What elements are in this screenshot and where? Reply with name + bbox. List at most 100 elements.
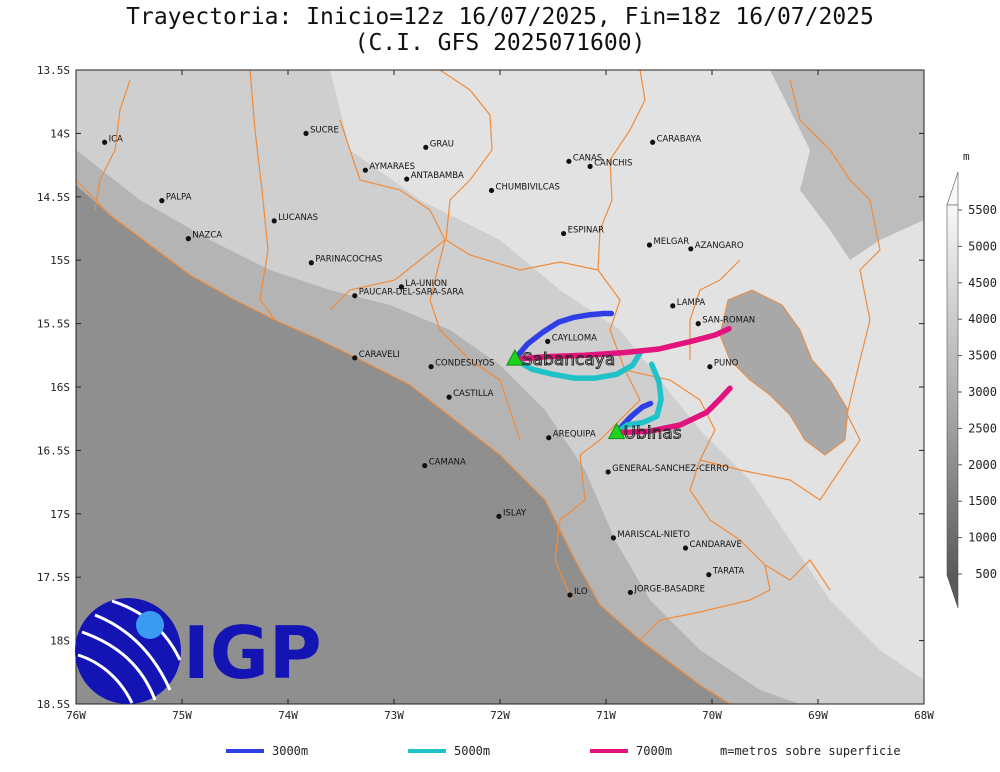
x-tick-label: 72W xyxy=(490,709,510,722)
volcano-label: Sabancaya xyxy=(522,350,615,370)
colorbar: 500 1000 1500 2000 2500 3000 3500 4000 4500 5000 5… xyxy=(946,171,997,609)
city-dot xyxy=(706,572,712,578)
colorbar-label: 5000 xyxy=(968,239,997,253)
altiplano xyxy=(330,70,924,680)
x-tick-label: 71W xyxy=(596,709,616,722)
city-label: CANAS xyxy=(573,153,602,163)
map-title: Trayectoria: Inicio=12z 16/07/2025, Fin=… xyxy=(0,4,1000,56)
x-tick-label: 69W xyxy=(808,709,828,722)
city-label: MELGAR xyxy=(653,237,689,247)
logo-text: IGP xyxy=(183,611,322,695)
city-label: NAZCA xyxy=(192,231,222,241)
trajectory-line xyxy=(613,361,664,436)
city-label: ILO xyxy=(574,587,588,597)
igp-logo: IGP xyxy=(75,598,322,704)
city-label: CASTILLA xyxy=(453,389,494,399)
city-dot xyxy=(695,321,701,327)
colorbar-label: 2500 xyxy=(968,421,997,435)
legend-units-note: m=metros sobre superficie xyxy=(720,744,901,758)
colorbar-top-cap xyxy=(946,171,959,206)
y-tick-label: 16S xyxy=(50,381,70,394)
city-label: JORGE-BASADRE xyxy=(633,584,705,594)
colorbar-body xyxy=(946,204,959,576)
city-label: PARINACOCHAS xyxy=(315,255,382,265)
city-dot xyxy=(423,144,429,150)
trajectory-line xyxy=(512,325,732,362)
y-tick-label: 18.5S xyxy=(37,698,70,711)
colorbar-label: 500 xyxy=(975,567,997,581)
x-tick-label: 74W xyxy=(278,709,298,722)
city-label: LA-UNION xyxy=(405,279,447,289)
city-label: CARAVELI xyxy=(359,350,400,360)
y-tick-label: 18S xyxy=(50,635,70,648)
city-label: CONDESUYOS xyxy=(435,359,494,369)
city-label: AREQUIPA xyxy=(553,430,596,440)
trajectory-line xyxy=(512,348,644,381)
city-dot xyxy=(682,545,689,551)
city-dot xyxy=(688,246,694,252)
legend-label-5000m: 5000m xyxy=(454,744,491,758)
city-dot xyxy=(670,303,676,309)
city-label: ANTABAMBA xyxy=(411,171,464,181)
boundary-lines xyxy=(76,70,881,704)
title-line-1: Trayectoria: Inicio=12z 16/07/2025, Fin=… xyxy=(126,4,874,30)
city-dot xyxy=(496,513,502,519)
colorbar-label: 4000 xyxy=(968,312,997,326)
y-tick-label: 14S xyxy=(50,127,70,140)
city-dot xyxy=(546,435,552,441)
city-dot xyxy=(352,293,358,299)
city-label: CANCHIS xyxy=(594,158,632,168)
city-label: TARATA xyxy=(712,567,745,577)
city-dot xyxy=(102,139,108,145)
city-dot xyxy=(303,130,309,136)
colorbar-label: 4500 xyxy=(968,276,997,290)
city-label: PAUCAR-DEL-SARA-SARA xyxy=(359,288,464,298)
city-dot xyxy=(362,167,368,173)
colorbar-label: 5500 xyxy=(968,203,997,217)
city-dot xyxy=(605,469,611,475)
colorbar-label: 1500 xyxy=(968,494,997,508)
city-dot xyxy=(561,230,567,237)
city-label: MARISCAL-NIETO xyxy=(617,530,690,540)
city-label: CHUMBIVILCAS xyxy=(496,182,560,192)
city-dot xyxy=(446,394,452,400)
city-dot xyxy=(308,260,314,266)
volcano-marker xyxy=(506,349,524,366)
city-label: ESPINAR xyxy=(568,226,605,236)
y-tick-label: 15S xyxy=(50,254,70,267)
trajectory-line xyxy=(613,385,733,436)
legend-swatch-5000m xyxy=(408,749,446,753)
city-dot xyxy=(271,218,277,224)
city-label: LUCANAS xyxy=(278,213,318,223)
legend-item-3000m: 3000m xyxy=(226,738,308,764)
city-dot xyxy=(185,236,191,242)
city-label: CARABAYA xyxy=(657,134,702,144)
city-label: AYMARAES xyxy=(369,162,415,172)
legend-swatch-3000m xyxy=(226,749,264,753)
lake-titicaca xyxy=(719,289,849,456)
city-dot xyxy=(352,355,358,361)
city-label: PALPA xyxy=(166,193,192,203)
logo-globe xyxy=(75,598,181,704)
logo-globe-highlight xyxy=(136,611,164,639)
colorbar-bottom-cap xyxy=(946,574,959,609)
city-dot xyxy=(707,364,713,370)
city-dot xyxy=(610,535,617,541)
city-label: ISLAY xyxy=(503,508,527,518)
colorbar-label: 1000 xyxy=(968,531,997,545)
x-tick-label: 75W xyxy=(172,709,192,722)
x-tick-label: 68W xyxy=(914,709,934,722)
city-label: ICA xyxy=(109,134,123,144)
city-label: AZANGARO xyxy=(695,241,744,251)
colorbar-unit: m xyxy=(963,150,970,163)
colorbar-label: 3500 xyxy=(968,349,997,363)
city-dot xyxy=(398,284,405,290)
city-dot xyxy=(627,589,633,596)
city-label: SUCRE xyxy=(310,125,339,135)
city-label: CANDARAVE xyxy=(690,540,742,550)
city-dot xyxy=(428,364,434,370)
y-tick-label: 17.5S xyxy=(37,571,70,584)
title-line-2: (C.I. GFS 2025071600) xyxy=(354,30,646,56)
legend-item-7000m: 7000m xyxy=(590,738,672,764)
